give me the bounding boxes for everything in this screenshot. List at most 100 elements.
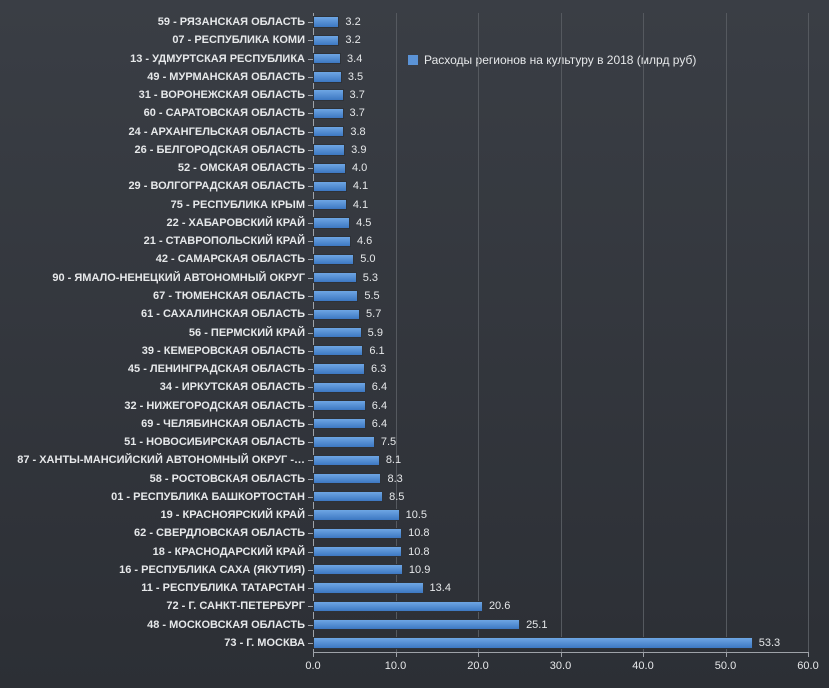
bar bbox=[313, 272, 357, 283]
category-label: 26 - БЕЛГОРОДСКАЯ ОБЛАСТЬ bbox=[135, 144, 306, 156]
category-label: 16 - РЕСПУБЛИКА САХА (ЯКУТИЯ) bbox=[119, 564, 305, 576]
bar-value-label: 3.7 bbox=[350, 107, 365, 119]
category-label: 61 - САХАЛИНСКАЯ ОБЛАСТЬ bbox=[141, 308, 305, 320]
bar bbox=[313, 418, 366, 429]
x-tick-label: 50.0 bbox=[715, 660, 736, 672]
bar bbox=[313, 290, 358, 301]
bar-value-label: 20.6 bbox=[489, 600, 510, 612]
bar bbox=[313, 363, 365, 374]
bar bbox=[313, 582, 424, 593]
bar bbox=[313, 327, 362, 338]
bar-value-label: 6.3 bbox=[371, 363, 386, 375]
category-label: 07 - РЕСПУБЛИКА КОМИ bbox=[172, 34, 305, 46]
bar bbox=[313, 217, 350, 228]
category-label: 56 - ПЕРМСКИЙ КРАЙ bbox=[189, 327, 305, 339]
bar-value-label: 10.8 bbox=[408, 527, 429, 539]
category-label: 60 - САРАТОВСКАЯ ОБЛАСТЬ bbox=[144, 107, 305, 119]
bar bbox=[313, 35, 339, 46]
category-label: 31 - ВОРОНЕЖСКАЯ ОБЛАСТЬ bbox=[139, 89, 305, 101]
legend: Расходы регионов на культуру в 2018 (млр… bbox=[408, 53, 696, 67]
bar bbox=[313, 546, 402, 557]
category-label: 39 - КЕМЕРОВСКАЯ ОБЛАСТЬ bbox=[142, 345, 305, 357]
bar bbox=[313, 108, 344, 119]
category-label: 34 - ИРКУТСКАЯ ОБЛАСТЬ bbox=[160, 381, 305, 393]
bar-value-label: 25.1 bbox=[526, 619, 547, 631]
bar-value-label: 4.1 bbox=[353, 180, 368, 192]
bar bbox=[313, 53, 341, 64]
bar-value-label: 5.3 bbox=[363, 272, 378, 284]
category-label: 21 - СТАВРОПОЛЬСКИЙ КРАЙ bbox=[144, 235, 305, 247]
bar-value-label: 53.3 bbox=[759, 637, 780, 649]
category-label: 52 - ОМСКАЯ ОБЛАСТЬ bbox=[178, 162, 305, 174]
bar-value-label: 3.2 bbox=[345, 34, 360, 46]
category-label: 62 - СВЕРДЛОВСКАЯ ОБЛАСТЬ bbox=[134, 527, 305, 539]
category-label: 11 - РЕСПУБЛИКА ТАТАРСТАН bbox=[141, 582, 305, 594]
category-label: 51 - НОВОСИБИРСКАЯ ОБЛАСТЬ bbox=[124, 436, 305, 448]
bar-value-label: 5.5 bbox=[364, 290, 379, 302]
bar bbox=[313, 89, 344, 100]
category-label: 42 - САМАРСКАЯ ОБЛАСТЬ bbox=[156, 253, 305, 265]
category-label: 29 - ВОЛГОГРАДСКАЯ ОБЛАСТЬ bbox=[128, 180, 305, 192]
category-label: 32 - НИЖЕГОРОДСКАЯ ОБЛАСТЬ bbox=[124, 400, 305, 412]
x-tick-label: 0.0 bbox=[305, 660, 320, 672]
category-label: 73 - Г. МОСКВА bbox=[224, 637, 305, 649]
bar bbox=[313, 309, 360, 320]
category-label: 49 - МУРМАНСКАЯ ОБЛАСТЬ bbox=[147, 71, 305, 83]
bar bbox=[313, 637, 753, 648]
bar bbox=[313, 16, 339, 27]
category-label: 58 - РОСТОВСКАЯ ОБЛАСТЬ bbox=[150, 473, 305, 485]
category-label: 45 - ЛЕНИНГРАДСКАЯ ОБЛАСТЬ bbox=[128, 363, 305, 375]
bar-value-label: 4.5 bbox=[356, 217, 371, 229]
category-label: 22 - ХАБАРОВСКИЙ КРАЙ bbox=[167, 217, 305, 229]
bar-value-label: 10.9 bbox=[409, 564, 430, 576]
category-label: 67 - ТЮМЕНСКАЯ ОБЛАСТЬ bbox=[153, 290, 305, 302]
bar-value-label: 3.7 bbox=[350, 89, 365, 101]
x-tick-label: 10.0 bbox=[385, 660, 406, 672]
gridline bbox=[808, 13, 809, 652]
bar-value-label: 10.8 bbox=[408, 546, 429, 558]
bar-value-label: 3.5 bbox=[348, 71, 363, 83]
category-label: 59 - РЯЗАНСКАЯ ОБЛАСТЬ bbox=[158, 16, 305, 28]
bar bbox=[313, 436, 375, 447]
gridline bbox=[643, 13, 644, 652]
bar-value-label: 4.1 bbox=[353, 199, 368, 211]
bar-value-label: 5.7 bbox=[366, 308, 381, 320]
bar-value-label: 13.4 bbox=[430, 582, 451, 594]
bar-value-label: 8.5 bbox=[389, 491, 404, 503]
bar-value-label: 5.9 bbox=[368, 327, 383, 339]
bar-value-label: 3.4 bbox=[347, 53, 362, 65]
bar bbox=[313, 455, 380, 466]
bar-value-label: 10.5 bbox=[406, 509, 427, 521]
category-label: 18 - КРАСНОДАРСКИЙ КРАЙ bbox=[153, 546, 305, 558]
category-label: 69 - ЧЕЛЯБИНСКАЯ ОБЛАСТЬ bbox=[141, 418, 305, 430]
bar-value-label: 6.1 bbox=[369, 345, 384, 357]
chart-container: Расходы регионов на культуру в 2018 (млр… bbox=[0, 0, 829, 688]
bar bbox=[313, 473, 381, 484]
x-tick-mark bbox=[808, 652, 809, 657]
bar bbox=[313, 181, 347, 192]
category-label: 19 - КРАСНОЯРСКИЙ КРАЙ bbox=[161, 509, 306, 521]
bar bbox=[313, 509, 400, 520]
bar bbox=[313, 382, 366, 393]
category-label: 75 - РЕСПУБЛИКА КРЫМ bbox=[171, 199, 305, 211]
category-label: 13 - УДМУРТСКАЯ РЕСПУБЛИКА bbox=[130, 53, 305, 65]
bar-value-label: 3.8 bbox=[350, 126, 365, 138]
bar-value-label: 3.9 bbox=[351, 144, 366, 156]
bar-value-label: 5.0 bbox=[360, 253, 375, 265]
gridline bbox=[478, 13, 479, 652]
x-tick-label: 20.0 bbox=[467, 660, 488, 672]
bar-value-label: 8.3 bbox=[387, 473, 402, 485]
bar-value-label: 6.4 bbox=[372, 400, 387, 412]
bar bbox=[313, 163, 346, 174]
bar-value-label: 6.4 bbox=[372, 418, 387, 430]
legend-swatch bbox=[408, 55, 418, 65]
x-tick-label: 30.0 bbox=[550, 660, 571, 672]
bar-value-label: 8.1 bbox=[386, 454, 401, 466]
bar-value-label: 7.5 bbox=[381, 436, 396, 448]
x-tick-label: 40.0 bbox=[632, 660, 653, 672]
bar bbox=[313, 619, 520, 630]
x-tick-label: 60.0 bbox=[797, 660, 818, 672]
bar bbox=[313, 71, 342, 82]
bar bbox=[313, 601, 483, 612]
bar-value-label: 4.0 bbox=[352, 162, 367, 174]
